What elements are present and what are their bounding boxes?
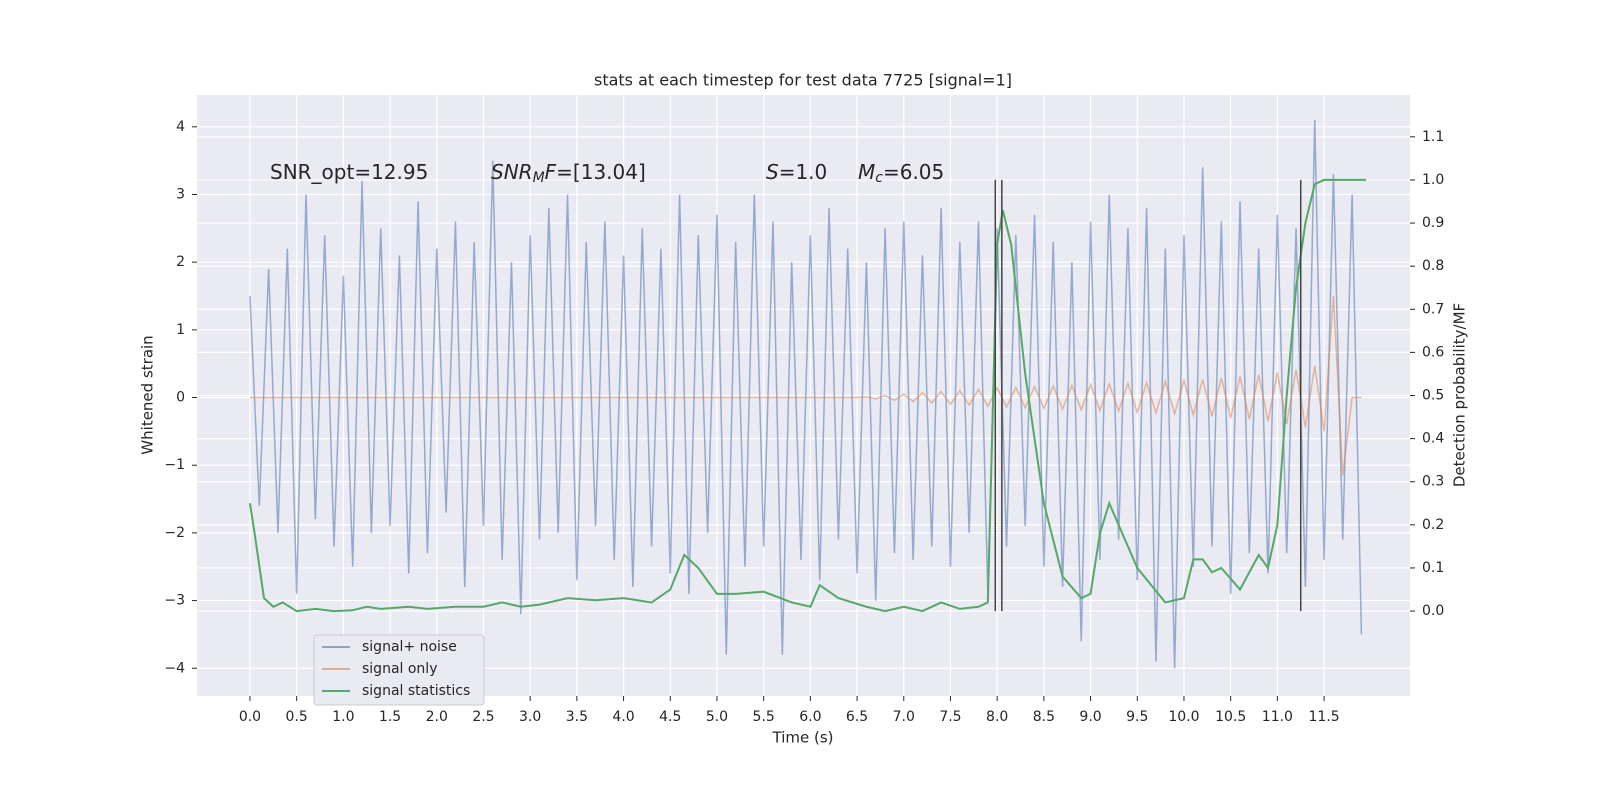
- x-tick-label: 8.0: [986, 709, 1008, 725]
- x-tick-label: 3.5: [566, 709, 588, 725]
- y2-tick-label: 0.4: [1422, 431, 1444, 447]
- annotation: SNR_opt=12.95: [270, 160, 428, 184]
- x-tick-label: 11.5: [1308, 709, 1339, 725]
- x-tick-label: 5.0: [706, 709, 728, 725]
- x-tick-label: 3.0: [519, 709, 541, 725]
- x-tick-label: 7.5: [939, 709, 961, 725]
- x-tick-label: 9.5: [1126, 709, 1148, 725]
- x-axis-label: Time (s): [772, 729, 834, 747]
- x-tick-label: 9.0: [1079, 709, 1101, 725]
- x-tick-label: 7.0: [893, 709, 915, 725]
- legend-label: signal+ noise: [362, 639, 457, 655]
- y2-tick-label: 0.9: [1422, 215, 1444, 231]
- x-tick-label: 6.0: [799, 709, 821, 725]
- y2-tick-label: 1.0: [1422, 172, 1444, 188]
- y-tick-label: −3: [164, 593, 185, 609]
- y2-tick-label: 0.3: [1422, 474, 1444, 490]
- x-tick-label: 8.5: [1033, 709, 1055, 725]
- y-tick-label: 2: [176, 254, 185, 270]
- annotation-part: F: [545, 160, 557, 184]
- annotation-part: =[13.04]: [556, 160, 646, 184]
- x-tick-label: 4.5: [659, 709, 681, 725]
- y2-tick-label: 0.1: [1422, 560, 1444, 576]
- annotation: S=1.0: [766, 160, 827, 184]
- x-tick-label: 1.5: [379, 709, 401, 725]
- y-tick-label: 4: [176, 119, 185, 135]
- legend-box: [313, 634, 485, 706]
- annotation: SNRMF=[13.04]: [491, 160, 646, 187]
- y2-tick-label: 0.8: [1422, 258, 1444, 274]
- y2-tick-label: 0.7: [1422, 301, 1444, 317]
- x-tick-label: 0.5: [286, 709, 308, 725]
- annotation-part: SNR_opt=12.95: [270, 160, 428, 184]
- y-tick-label: 3: [176, 186, 185, 202]
- x-tick-label: 1.0: [332, 709, 354, 725]
- marks: [248, 120, 1367, 669]
- y-tick-label: −1: [164, 457, 185, 473]
- axes: 0.0 0.5 1.0 1.5 2.0 2.5 3.0 3.5 4.0 4.5 5.0 5.5 6.0 6…: [164, 119, 1444, 725]
- x-tick-label: 11.0: [1262, 709, 1293, 725]
- series-line: [249, 295, 1362, 476]
- y2-tick-label: 0.5: [1422, 388, 1444, 404]
- annotation-part: c: [875, 170, 883, 186]
- y2-tick-label: 1.1: [1422, 129, 1444, 145]
- y2-tick-label: 0.6: [1422, 344, 1444, 360]
- legend-label: signal only: [362, 661, 437, 677]
- annotation: Mc=6.05: [858, 160, 944, 187]
- x-tick-label: 10.0: [1168, 709, 1199, 725]
- x-tick-label: 10.5: [1215, 709, 1246, 725]
- y2-axis-label: Detection probability/MF: [1451, 303, 1469, 487]
- x-tick-label: 0.0: [239, 709, 261, 725]
- legend-label: signal statistics: [362, 683, 470, 699]
- x-tick-label: 4.0: [612, 709, 634, 725]
- y-tick-label: −2: [164, 525, 185, 541]
- annotation-part: M: [533, 170, 545, 186]
- annotation-part: M: [858, 160, 875, 184]
- y-tick-label: 1: [176, 322, 185, 338]
- x-tick-label: 6.5: [846, 709, 868, 725]
- y-axis-label: Whitened strain: [139, 335, 157, 454]
- y2-tick-label: 0.2: [1422, 517, 1444, 533]
- x-tick-label: 2.5: [472, 709, 494, 725]
- annotation-part: S: [766, 160, 779, 184]
- x-tick-label: 2.0: [426, 709, 448, 725]
- y-tick-label: −4: [164, 660, 185, 676]
- annotation-part: SNR: [491, 160, 533, 184]
- x-tick-label: 5.5: [753, 709, 775, 725]
- series-line: [248, 178, 1367, 613]
- legend: signal+ noise signal only signal statistic…: [313, 634, 485, 706]
- y-tick-label: 0: [176, 390, 185, 406]
- annotation-part: =1.0: [779, 160, 828, 184]
- y2-tick-label: 0.0: [1422, 603, 1444, 619]
- annotation-part: =6.05: [883, 160, 944, 184]
- annotations: SNR_opt=12.95 SNRMF=[13.04] S=1.0 Mc=6.05: [270, 160, 944, 187]
- chart-title: stats at each timestep for test data 772…: [594, 71, 1012, 90]
